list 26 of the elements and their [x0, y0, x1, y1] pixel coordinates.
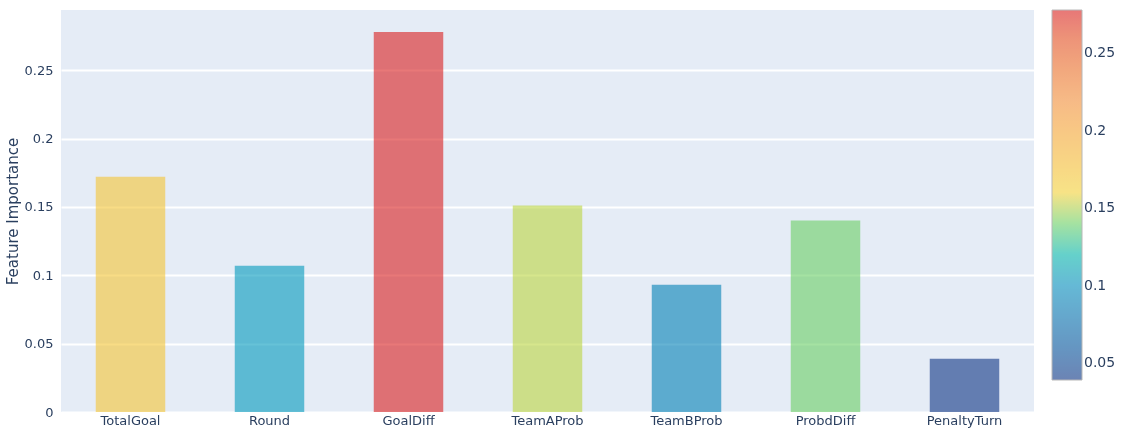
- x-tick-label: Round: [248, 412, 291, 428]
- y-tick-label: 0.2: [32, 131, 54, 147]
- y-tick-label: 0.15: [24, 199, 54, 215]
- color-bar-label: 0.2: [1084, 121, 1107, 138]
- x-tick-label: TotalGoal: [99, 412, 161, 428]
- y-axis-title: Feature Importance: [3, 137, 22, 286]
- y-tick-label: 0.25: [24, 62, 54, 78]
- x-tick-label: GoalDiff: [382, 412, 436, 428]
- color-bar-label: 0.15: [1084, 199, 1116, 216]
- x-tick-label: TeamBProb: [649, 412, 723, 428]
- y-tick-label: 0.1: [32, 267, 54, 283]
- color-bar-label: 0.25: [1084, 44, 1116, 61]
- bar: [234, 265, 305, 412]
- bar: [95, 176, 166, 412]
- x-tick-label: ProbdDiff: [795, 412, 857, 428]
- y-tick-label: 0.05: [24, 336, 54, 352]
- color-bar-label: 0.05: [1084, 353, 1116, 370]
- bar: [512, 205, 583, 412]
- color-bar-label: 0.1: [1084, 276, 1107, 293]
- bar: [373, 31, 444, 412]
- x-tick-label: PenaltyTurn: [926, 412, 1003, 428]
- y-tick-label: 0: [45, 404, 54, 420]
- bar: [651, 284, 722, 412]
- bar: [790, 220, 861, 412]
- x-tick-label: TeamAProb: [510, 412, 584, 428]
- bar: [929, 358, 1000, 412]
